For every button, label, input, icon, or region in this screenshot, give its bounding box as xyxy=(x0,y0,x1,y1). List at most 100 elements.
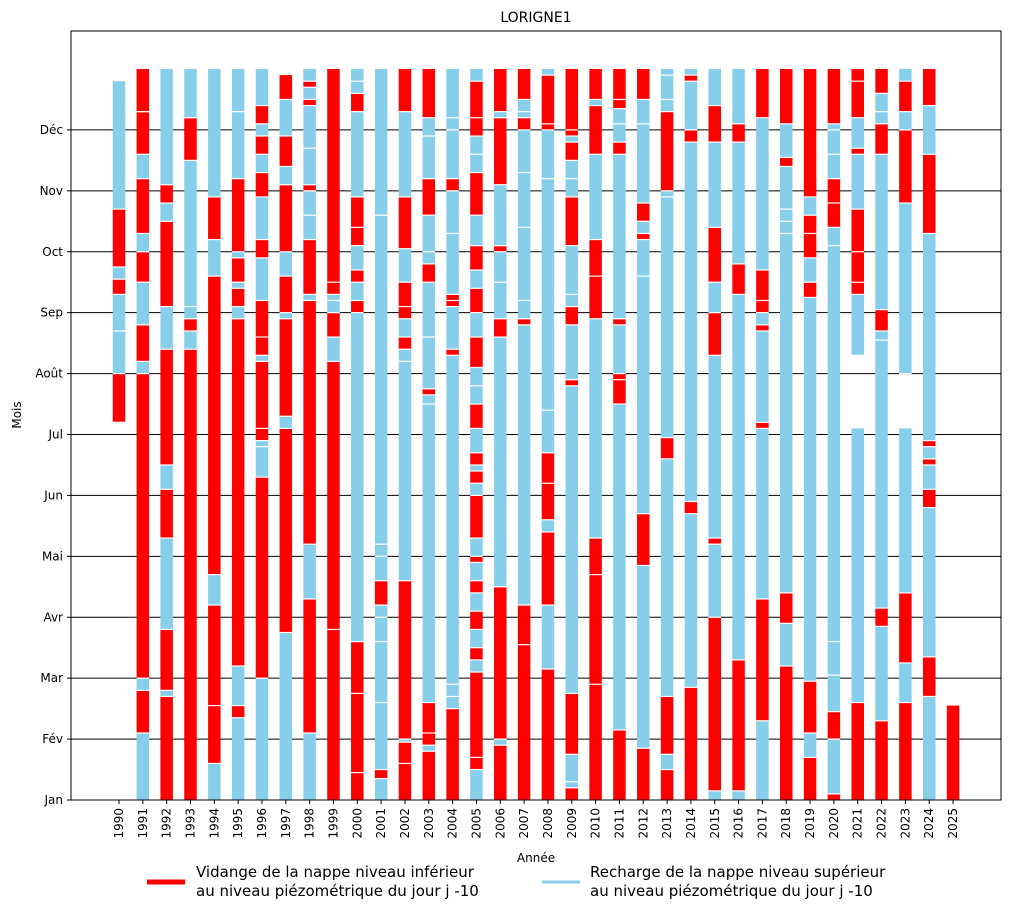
x-tick-label: 2020 xyxy=(827,808,841,839)
bar-segment-vidange xyxy=(779,69,793,124)
bar-segment-vidange xyxy=(303,81,316,88)
bar-segment-recharge xyxy=(660,458,674,697)
bar-segment-recharge xyxy=(565,294,579,307)
bar-segment-recharge xyxy=(565,781,579,788)
bar-segment-recharge xyxy=(136,678,150,691)
y-axis: Jan Fév Mar Avr Mai Jun Jul Août Sep Oct Nov Déc xyxy=(35,123,71,807)
bar-segment-recharge xyxy=(279,632,293,800)
bar-segment-vidange xyxy=(684,687,698,800)
bar-segment-vidange xyxy=(255,136,269,155)
bar-segment-recharge xyxy=(708,142,721,228)
bar-2010 xyxy=(589,69,602,800)
bar-segment-recharge xyxy=(231,111,245,179)
bar-segment-recharge xyxy=(303,105,316,149)
bar-segment-vidange xyxy=(208,196,221,240)
x-tick-label: 2023 xyxy=(898,808,912,839)
bar-segment-recharge xyxy=(494,282,507,319)
bar-segment-recharge xyxy=(470,769,483,800)
bar-segment-recharge xyxy=(589,154,602,240)
bar-segment-recharge xyxy=(708,790,721,800)
bar-segment-vidange xyxy=(708,617,721,791)
bar-segment-vidange xyxy=(398,742,412,764)
bar-segment-recharge xyxy=(136,154,150,179)
bar-segment-vidange xyxy=(470,337,483,368)
bar-segment-vidange xyxy=(184,117,197,161)
bar-segment-vidange xyxy=(875,69,888,94)
bar-1994 xyxy=(208,69,221,800)
bar-segment-recharge xyxy=(470,270,483,289)
bar-segment-recharge xyxy=(303,69,316,82)
bar-segment-vidange xyxy=(470,580,483,593)
bar-segment-vidange xyxy=(494,745,507,800)
bar-segment-vidange xyxy=(779,157,793,167)
bar-segment-vidange xyxy=(637,69,650,100)
bar-segment-recharge xyxy=(231,69,245,112)
x-tick-label: 2015 xyxy=(708,808,722,839)
bar-segment-recharge xyxy=(422,282,436,338)
bar-segment-vidange xyxy=(136,373,150,679)
bar-segment-vidange xyxy=(470,647,483,660)
bar-segment-vidange xyxy=(851,251,864,283)
bar-segment-vidange xyxy=(851,81,864,118)
bar-segment-recharge xyxy=(899,662,912,703)
bar-segment-recharge xyxy=(565,245,579,295)
legend: Vidange de la nappe niveau inférieur au … xyxy=(147,863,886,900)
bar-segment-recharge xyxy=(398,349,412,362)
bar-segment-recharge xyxy=(708,282,721,313)
bar-segment-recharge xyxy=(470,385,483,405)
bar-segment-vidange xyxy=(303,99,316,106)
bar-segment-recharge xyxy=(899,428,912,593)
bar-segment-vidange xyxy=(851,282,864,295)
bar-segment-recharge xyxy=(374,544,388,557)
bar-segment-recharge xyxy=(541,129,555,179)
bar-segment-vidange xyxy=(613,373,626,380)
bar-2006 xyxy=(494,69,507,800)
bar-segment-recharge xyxy=(398,318,412,338)
bar-segment-recharge xyxy=(637,239,650,277)
bar-segment-recharge xyxy=(660,754,674,770)
legend-label-vidange-line2: au niveau piézométrique du jour j -10 xyxy=(196,882,479,900)
bar-segment-vidange xyxy=(398,282,412,307)
bar-segment-recharge xyxy=(470,483,483,496)
legend-label-recharge-line1: Recharge de la nappe niveau supérieur xyxy=(590,863,886,881)
bar-segment-recharge xyxy=(255,446,269,478)
bar-segment-recharge xyxy=(351,245,364,271)
bar-segment-recharge xyxy=(851,154,864,210)
bar-segment-recharge xyxy=(660,190,674,197)
bar-segment-vidange xyxy=(899,702,912,800)
bar-segment-vidange xyxy=(208,276,221,575)
bar-segment-recharge xyxy=(303,148,316,185)
bar-segment-vidange xyxy=(255,428,269,441)
bar-segment-recharge xyxy=(613,404,626,730)
bar-segment-recharge xyxy=(470,659,483,673)
bar-segment-recharge xyxy=(422,394,436,405)
bar-segment-recharge xyxy=(494,251,507,283)
bar-segment-recharge xyxy=(803,297,817,682)
bar-segment-recharge xyxy=(422,404,436,703)
legend-label-recharge-line2: au niveau piézométrique du jour j -10 xyxy=(590,882,873,900)
bar-segment-vidange xyxy=(494,245,507,252)
bar-segment-vidange xyxy=(208,705,221,764)
bar-segment-vidange xyxy=(446,349,459,356)
bar-segment-vidange xyxy=(255,239,269,258)
bar-segment-vidange xyxy=(398,763,412,800)
bar-segment-recharge xyxy=(231,717,245,800)
bar-segment-vidange xyxy=(422,702,436,733)
x-tick-label: 2011 xyxy=(612,808,626,839)
bar-2008 xyxy=(541,69,555,800)
bar-segment-vidange xyxy=(422,263,436,283)
chart-title: LORIGNE1 xyxy=(500,10,571,26)
x-tick-label: 2004 xyxy=(446,808,460,839)
bar-segment-recharge xyxy=(565,178,579,197)
bar-segment-vidange xyxy=(756,300,769,313)
bar-segment-vidange xyxy=(231,178,245,252)
bar-1991 xyxy=(136,69,150,800)
bar-segment-recharge xyxy=(184,69,197,118)
bar-segment-recharge xyxy=(470,154,483,173)
bar-segment-recharge xyxy=(351,111,364,197)
bar-segment-recharge xyxy=(779,166,793,210)
bar-segment-vidange xyxy=(684,501,698,514)
bar-1998 xyxy=(303,69,316,800)
bar-segment-recharge xyxy=(398,361,412,581)
